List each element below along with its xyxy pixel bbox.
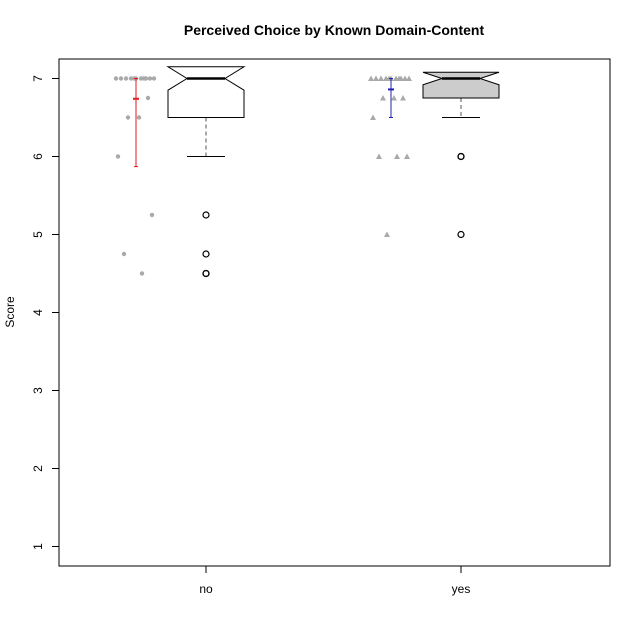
data-point bbox=[376, 153, 382, 159]
outlier-point bbox=[202, 269, 210, 278]
data-point bbox=[396, 75, 402, 81]
data-point bbox=[147, 76, 153, 81]
x-axis: no yes bbox=[199, 566, 470, 596]
data-point bbox=[118, 76, 124, 81]
data-point bbox=[394, 153, 400, 159]
chart-title: Perceived Choice by Known Domain-Content bbox=[184, 22, 485, 38]
data-point bbox=[115, 154, 121, 159]
y-tick-label: 6 bbox=[31, 153, 45, 160]
mean-intervals bbox=[133, 78, 394, 168]
data-point bbox=[123, 76, 129, 81]
raw-points bbox=[113, 75, 412, 276]
data-point bbox=[380, 95, 386, 101]
data-point bbox=[141, 76, 147, 81]
y-tick-label: 3 bbox=[31, 387, 45, 394]
data-point bbox=[149, 212, 155, 218]
boxplots bbox=[166, 66, 500, 278]
data-point bbox=[113, 76, 119, 81]
plot-frame bbox=[58, 58, 611, 567]
data-point bbox=[402, 75, 408, 81]
data-point bbox=[373, 75, 379, 81]
data-point bbox=[404, 153, 410, 159]
data-point bbox=[391, 95, 397, 101]
x-tick-label: no bbox=[199, 582, 213, 596]
y-tick-label: 4 bbox=[31, 309, 45, 316]
data-point bbox=[125, 115, 131, 120]
box bbox=[422, 71, 500, 99]
y-tick-label: 1 bbox=[31, 543, 45, 550]
y-tick-label: 7 bbox=[31, 75, 45, 82]
outlier-point bbox=[457, 230, 465, 239]
data-point bbox=[368, 75, 374, 81]
data-point bbox=[121, 251, 127, 257]
data-point bbox=[400, 95, 406, 101]
box bbox=[166, 66, 246, 118]
data-point bbox=[378, 75, 384, 81]
y-axis: 1 2 3 4 5 6 7 bbox=[31, 75, 60, 550]
data-point bbox=[139, 271, 145, 276]
y-tick-label: 5 bbox=[31, 231, 45, 238]
data-point bbox=[151, 76, 157, 81]
data-point bbox=[136, 115, 142, 120]
data-point bbox=[370, 114, 376, 120]
data-point bbox=[384, 231, 390, 237]
data-point bbox=[145, 95, 151, 101]
data-point bbox=[406, 75, 412, 81]
outlier-point bbox=[457, 152, 465, 161]
outlier-point bbox=[202, 211, 210, 219]
x-tick-label: yes bbox=[452, 582, 471, 596]
outlier-point bbox=[202, 250, 210, 258]
y-axis-label: Score bbox=[3, 296, 17, 328]
y-tick-label: 2 bbox=[31, 465, 45, 472]
